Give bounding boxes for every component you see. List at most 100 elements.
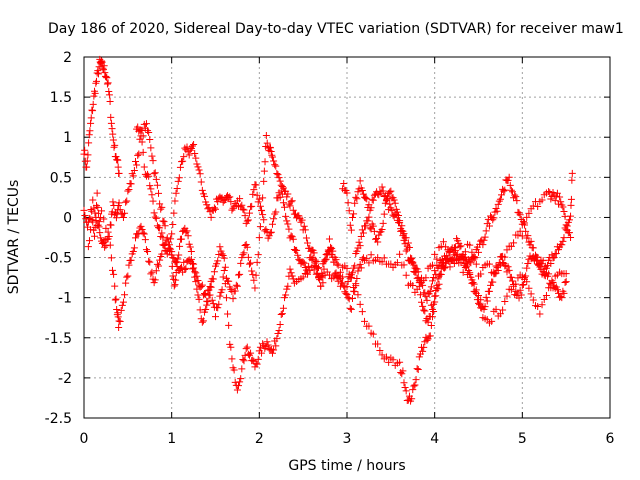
data-point — [346, 304, 354, 312]
data-point — [160, 218, 168, 226]
data-point — [558, 241, 566, 249]
data-point — [248, 202, 256, 210]
data-point — [288, 272, 296, 280]
data-point — [367, 204, 375, 212]
data-point — [90, 204, 98, 212]
data-point — [398, 370, 406, 378]
data-point — [268, 220, 276, 228]
data-point — [325, 235, 333, 243]
data-point — [180, 153, 188, 161]
data-point — [354, 291, 362, 299]
data-point — [454, 237, 462, 245]
data-point — [96, 213, 104, 221]
data-point — [222, 294, 230, 302]
data-point — [92, 77, 100, 85]
data-point — [432, 271, 440, 279]
data-point — [146, 135, 154, 143]
data-point — [545, 188, 553, 196]
data-point — [191, 268, 199, 276]
data-point — [351, 199, 359, 207]
data-point — [116, 318, 124, 326]
data-point — [400, 230, 408, 238]
data-point — [111, 282, 119, 290]
data-point — [252, 271, 260, 279]
data-point — [556, 193, 564, 201]
data-point — [275, 327, 283, 335]
data-point — [220, 266, 228, 274]
data-point — [139, 229, 147, 237]
data-point — [380, 254, 388, 262]
data-point — [216, 243, 224, 251]
data-point — [273, 335, 281, 343]
data-point — [480, 236, 488, 244]
data-point — [95, 218, 103, 226]
data-point — [391, 199, 399, 207]
data-point — [114, 156, 122, 164]
data-point — [186, 146, 194, 154]
data-point — [115, 323, 123, 331]
data-point — [198, 318, 206, 326]
data-point — [320, 257, 328, 265]
data-point — [105, 233, 113, 241]
data-point — [149, 157, 157, 165]
data-point — [139, 132, 147, 140]
data-point — [379, 219, 387, 227]
data-point — [265, 232, 273, 240]
data-point — [343, 189, 351, 197]
data-point — [225, 277, 233, 285]
data-point — [346, 274, 354, 282]
data-point — [470, 253, 478, 261]
data-point — [386, 188, 394, 196]
x-tick-label: 5 — [518, 431, 527, 447]
data-point — [170, 282, 178, 290]
data-point — [247, 259, 255, 267]
data-point — [409, 386, 417, 394]
data-point — [473, 296, 481, 304]
data-point — [525, 209, 533, 217]
data-point — [109, 130, 117, 138]
data-point — [260, 167, 268, 175]
data-point — [236, 378, 244, 386]
data-point — [146, 258, 154, 266]
data-point — [115, 199, 123, 207]
data-point — [408, 395, 416, 403]
data-point — [332, 272, 340, 280]
data-point — [421, 307, 429, 315]
data-point — [534, 202, 542, 210]
data-point — [396, 219, 404, 227]
data-point — [426, 287, 434, 295]
data-point — [483, 297, 491, 305]
data-point — [119, 298, 127, 306]
data-point — [114, 313, 122, 321]
data-point — [538, 301, 546, 309]
data-point — [513, 197, 521, 205]
data-point — [116, 206, 124, 214]
data-point — [358, 186, 366, 194]
data-point — [201, 192, 209, 200]
data-point — [195, 166, 203, 174]
data-point — [311, 259, 319, 267]
data-point — [151, 213, 159, 221]
data-point — [411, 381, 419, 389]
data-point — [557, 198, 565, 206]
data-point — [281, 203, 289, 211]
data-point — [304, 270, 312, 278]
data-point — [348, 295, 356, 303]
y-tick-label: 2 — [63, 50, 72, 66]
data-point — [202, 305, 210, 313]
data-point — [100, 237, 108, 245]
data-point — [272, 342, 280, 350]
data-point — [243, 243, 251, 251]
data-point — [481, 233, 489, 241]
data-point — [153, 260, 161, 268]
data-point — [233, 282, 241, 290]
data-point — [110, 143, 118, 151]
data-point — [282, 212, 290, 220]
data-point — [142, 120, 150, 128]
data-point — [216, 292, 224, 300]
data-point — [245, 209, 253, 217]
data-point — [233, 386, 241, 394]
data-point — [510, 239, 518, 247]
data-point — [327, 245, 335, 253]
data-point — [248, 267, 256, 275]
